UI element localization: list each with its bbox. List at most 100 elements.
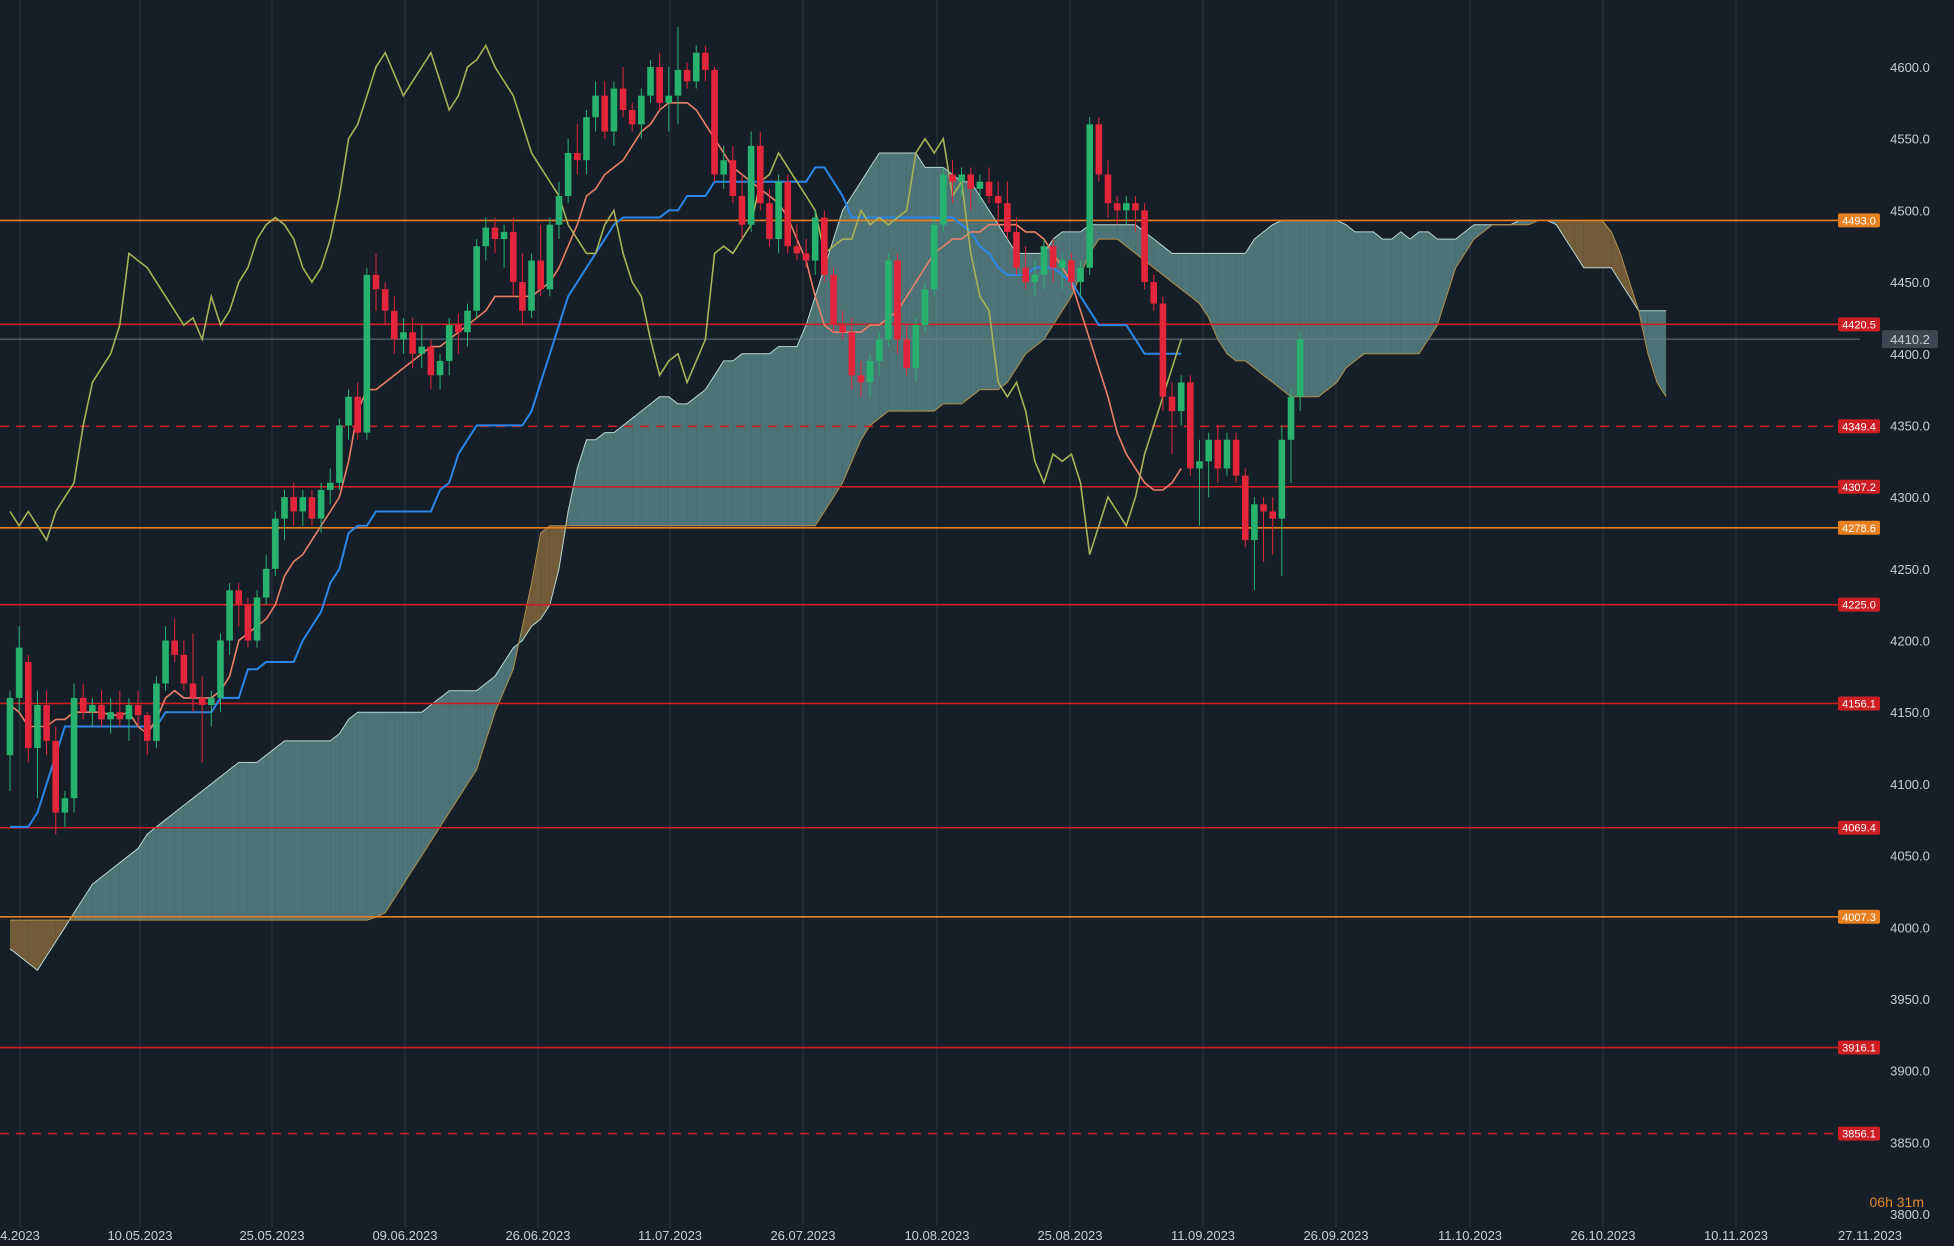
candle-bullish	[482, 217, 490, 261]
candle-body	[985, 181, 993, 197]
candle-body	[1013, 231, 1020, 268]
candle-body	[326, 482, 334, 490]
candle-bearish	[1269, 497, 1276, 555]
price-tick-label: 4250.0	[1890, 562, 1930, 577]
date-tick-label: 11.09.2023	[1171, 1228, 1235, 1243]
cloud-segment-bullish	[494, 662, 505, 713]
cloud-segment-bullish	[357, 712, 367, 921]
candle-body	[720, 160, 727, 175]
cloud-segment-bullish	[1345, 224, 1356, 369]
candle-body	[775, 181, 782, 240]
level-price-label: 4493.0	[1842, 215, 1876, 227]
candle-body	[436, 360, 444, 376]
cloud-segment-bullish	[796, 325, 807, 526]
cloud-segment-bullish	[632, 411, 642, 526]
cloud-segment-bullish	[833, 210, 843, 498]
candle-body	[464, 310, 471, 333]
cloud-segment-bullish	[778, 346, 788, 526]
candle-body	[1260, 504, 1267, 512]
cloud-segment-bullish	[1172, 253, 1182, 290]
candle-body	[491, 227, 499, 240]
cloud-segment-bullish	[284, 740, 294, 921]
cloud-segment-bullish	[860, 167, 871, 440]
candle-body	[445, 325, 453, 361]
cloud-segment-bearish	[1583, 220, 1593, 268]
level-price-label: 4007.3	[1842, 912, 1876, 924]
candle-bearish	[574, 124, 581, 175]
candle-bearish	[25, 654, 32, 763]
candle-body	[79, 697, 87, 713]
candle-body	[153, 683, 160, 741]
candle-body	[683, 69, 691, 82]
cloud-segment-bullish	[568, 468, 578, 526]
candle-bullish	[107, 697, 114, 734]
candle-bullish	[866, 353, 874, 397]
candle-body	[1251, 504, 1258, 541]
candle-bearish	[391, 296, 398, 354]
candle-bullish	[336, 418, 343, 490]
candle-body	[1287, 396, 1295, 440]
cloud-segment-bullish	[668, 396, 678, 526]
cloud-segment-bearish	[19, 920, 29, 964]
cloud-segment-bearish	[540, 525, 550, 619]
cloud-segment-bullish	[229, 762, 239, 921]
cloud-segment-bullish	[193, 791, 203, 921]
candle-body	[391, 310, 398, 340]
cloud-segment-bullish	[1272, 220, 1282, 390]
cloud-segment-bullish	[696, 389, 706, 526]
cloud-segment-bullish	[247, 762, 258, 921]
cloud-segment-bullish	[110, 862, 120, 921]
candle-bearish	[537, 224, 544, 297]
candle-bullish	[1031, 260, 1039, 297]
candle-bullish	[70, 683, 78, 813]
candle-body	[994, 196, 1002, 204]
candle-body	[345, 396, 352, 426]
cloud-segment-bullish	[595, 432, 605, 526]
senkou-span-b-line	[10, 219, 1667, 921]
candle-body	[839, 325, 846, 333]
candle-body	[958, 174, 965, 182]
candle-bearish	[235, 583, 243, 627]
candle-body	[592, 95, 599, 118]
timer-text: 06h 31m	[1869, 1194, 1924, 1210]
cloud-segment-bullish	[1254, 231, 1264, 376]
candle-bullish	[674, 26, 682, 125]
price-tick-label: 4500.0	[1890, 203, 1930, 218]
candle-bearish	[116, 690, 124, 727]
candle-bearish	[180, 640, 188, 691]
candle-body	[574, 153, 581, 161]
price-tick-label: 3950.0	[1890, 992, 1930, 1007]
candle-bullish	[665, 67, 673, 132]
cloud-segment-bullish	[815, 267, 825, 526]
price-tick-label: 4600.0	[1890, 60, 1930, 75]
cloud-segment-bullish	[613, 425, 624, 526]
date-tick-label: 26.06.2023	[505, 1228, 570, 1243]
candle-body	[70, 697, 78, 799]
price-tick-label: 4200.0	[1890, 634, 1930, 649]
candle-bearish	[143, 712, 151, 756]
cloud-segment-bullish	[952, 174, 962, 404]
candle-bullish	[583, 110, 590, 175]
candle-bearish	[967, 167, 975, 211]
candle-bullish	[217, 633, 224, 713]
level-price-badge: 4225.0	[1838, 597, 1880, 612]
cloud-segment-bullish	[1208, 253, 1218, 340]
candle-body	[171, 640, 178, 655]
date-tick-label: 25.08.2023	[1037, 1228, 1102, 1243]
candle-bearish	[1113, 196, 1121, 225]
candle-bullish	[885, 253, 892, 347]
candle-bullish	[811, 210, 819, 275]
cloud-segment-bullish	[74, 898, 84, 921]
cloud-segment-bullish	[128, 848, 139, 921]
candle-body	[1068, 260, 1075, 283]
candle-body	[61, 798, 69, 813]
candle-bearish	[1260, 497, 1267, 562]
candle-bullish	[976, 174, 984, 204]
candle-body	[1077, 267, 1084, 283]
candle-body	[509, 231, 517, 283]
cloud-segment-bullish	[1263, 224, 1273, 383]
cloud-segment-bullish	[1318, 220, 1328, 397]
candle-body	[317, 489, 325, 519]
candle-body	[409, 332, 416, 354]
